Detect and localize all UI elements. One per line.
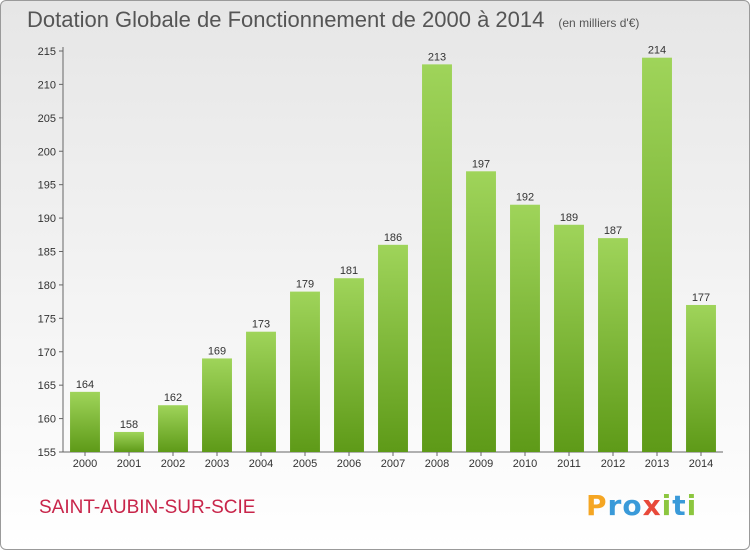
x-tick-label-2010: 2010 [513,458,537,470]
y-tick-label: 205 [38,113,56,125]
x-tick-label-2008: 2008 [425,458,449,470]
value-label-2014: 177 [692,292,710,304]
y-tick-label: 170 [38,347,56,359]
bar-2003 [202,358,232,452]
x-tick-label-2000: 2000 [73,458,97,470]
value-label-2009: 197 [472,158,490,170]
bar-2002 [158,405,188,452]
x-tick-label-2011: 2011 [557,458,581,470]
x-tick-label-2003: 2003 [205,458,229,470]
commune-name: SAINT-AUBIN-SUR-SCIE [39,497,256,518]
bars: 164 158 162 169 173 179 181 186 213 197 192 189 187 2… [70,45,716,453]
value-label-2002: 162 [164,392,182,404]
value-label-2006: 181 [340,265,358,277]
value-label-2007: 186 [384,232,402,244]
y-tick-label: 200 [38,146,56,158]
x-tick-label-2009: 2009 [469,458,493,470]
bar-2008 [422,64,452,452]
value-label-2013: 214 [648,45,666,57]
value-label-2000: 164 [76,379,94,391]
bar-2013 [642,57,672,452]
logo-letter: i [686,489,698,522]
y-tick-label: 180 [38,280,56,292]
x-tick-label-2014: 2014 [689,458,713,470]
bar-2007 [378,244,408,452]
logo-letter: t [672,489,687,522]
y-tick-label: 155 [38,447,56,459]
bar-2009 [466,171,496,453]
bar-2000 [70,391,100,452]
y-tick-label: 210 [38,79,56,91]
value-label-2012: 187 [604,225,622,237]
bar-2005 [290,291,320,452]
chart-subtitle: (en milliers d'€) [558,16,640,30]
proxiti-logo: Proxiti [586,489,697,522]
x-tick-label-2013: 2013 [645,458,669,470]
logo-letter: r [607,489,623,522]
y-axis: 155 160 165 170 175 180 185 190 195 200 205 210 215 [38,46,64,459]
x-tick-label-2012: 2012 [601,458,625,470]
x-tick-label-2001: 2001 [117,458,141,470]
logo-letter: P [586,489,608,522]
x-axis: 2000 2001 2002 2003 2004 2005 2006 2007 2008 2009… [63,451,723,470]
chart-title: Dotation Globale de Fonctionnement de 20… [27,7,639,33]
value-label-2005: 179 [296,279,314,291]
value-label-2008: 213 [428,51,446,63]
x-tick-label-2007: 2007 [381,458,405,470]
value-label-2004: 173 [252,319,270,331]
bar-2010 [510,204,540,452]
y-tick-label: 195 [38,180,56,192]
y-tick-label: 160 [38,414,56,426]
y-tick-label: 215 [38,46,56,58]
y-tick-label: 175 [38,313,56,325]
x-tick-label-2002: 2002 [161,458,185,470]
logo-letter: x [642,489,662,522]
title-text: Dotation Globale de Fonctionnement de 20… [27,7,545,32]
x-tick-label-2005: 2005 [293,458,317,470]
x-tick-label-2004: 2004 [249,458,273,470]
bar-2011 [554,224,584,452]
y-tick-label: 165 [38,380,56,392]
bar-2012 [598,238,628,452]
value-label-2003: 169 [208,345,226,357]
bar-2006 [334,278,364,452]
y-tick-label: 190 [38,213,56,225]
value-label-2001: 158 [120,419,138,431]
value-label-2010: 192 [516,192,534,204]
bar-2004 [246,331,276,452]
y-tick-label: 185 [38,247,56,259]
value-label-2011: 189 [560,212,578,224]
logo-letter: i [661,489,673,522]
bar-2014 [686,304,716,452]
bar-2001 [114,431,144,452]
logo-letter: o [622,489,643,522]
x-tick-label-2006: 2006 [337,458,361,470]
